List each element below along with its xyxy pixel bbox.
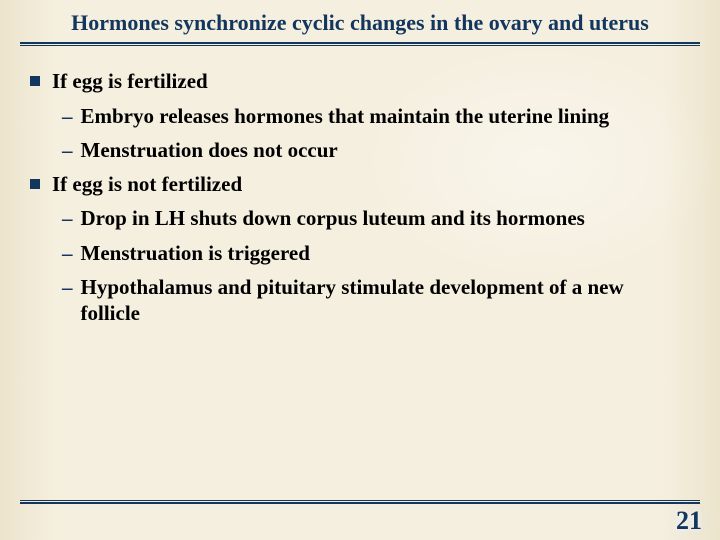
dash-icon: – [62, 274, 73, 300]
bullet-text: Embryo releases hormones that maintain t… [81, 103, 610, 129]
bullet-level2: – Embryo releases hormones that maintain… [62, 103, 690, 129]
square-bullet-icon [30, 76, 40, 86]
bullet-text: Drop in LH shuts down corpus luteum and … [81, 205, 585, 231]
title-region: Hormones synchronize cyclic changes in t… [0, 0, 720, 36]
bullet-level1: If egg is not fertilized [30, 171, 690, 197]
dash-icon: – [62, 240, 73, 266]
bullet-text: Menstruation does not occur [81, 137, 338, 163]
bullet-level2: – Hypothalamus and pituitary stimulate d… [62, 274, 690, 327]
slide-title: Hormones synchronize cyclic changes in t… [40, 10, 680, 36]
bullet-text: Hypothalamus and pituitary stimulate dev… [81, 274, 661, 327]
page-number: 21 [676, 506, 702, 536]
dash-icon: – [62, 205, 73, 231]
bullet-level2: – Drop in LH shuts down corpus luteum an… [62, 205, 690, 231]
slide: Hormones synchronize cyclic changes in t… [0, 0, 720, 540]
dash-icon: – [62, 137, 73, 163]
footer-divider [20, 500, 700, 504]
bullet-level2: – Menstruation is triggered [62, 240, 690, 266]
content-region: If egg is fertilized – Embryo releases h… [0, 46, 720, 326]
bullet-level1: If egg is fertilized [30, 68, 690, 94]
bullet-text: Menstruation is triggered [81, 240, 310, 266]
bullet-text: If egg is fertilized [52, 68, 208, 94]
dash-icon: – [62, 103, 73, 129]
bullet-level2: – Menstruation does not occur [62, 137, 690, 163]
square-bullet-icon [30, 179, 40, 189]
bullet-text: If egg is not fertilized [52, 171, 242, 197]
